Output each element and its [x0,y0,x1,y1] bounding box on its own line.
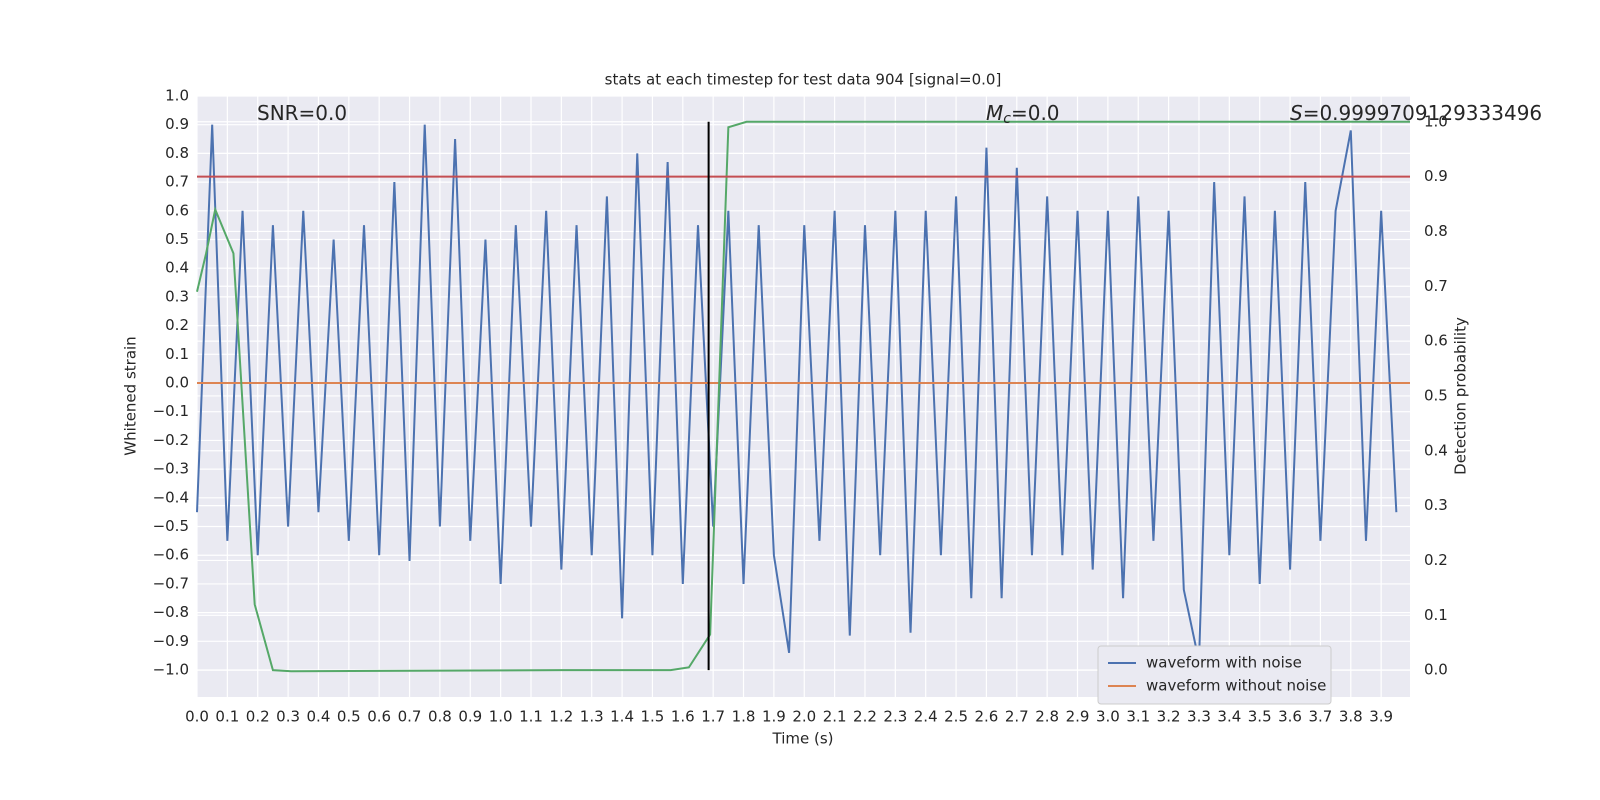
x-tick-label: 2.3 [883,708,907,726]
y-tick-label: 1.0 [165,87,189,105]
y-tick-label: 0.4 [165,259,189,277]
y-tick-label: 0.5 [165,230,189,248]
y-tick-label: −0.4 [153,488,189,506]
x-tick-label: 0.6 [367,708,391,726]
y-tick-label: −0.1 [153,402,189,420]
series-line [196,120,1410,673]
y2-tick-label: 0.3 [1424,496,1448,514]
x-tick-label: 3.0 [1096,708,1120,726]
x-tick-label: 1.8 [732,708,756,726]
y2-tick-label: 0.7 [1424,277,1448,295]
x-tick-label: 0.4 [307,708,331,726]
x-tick-label: 1.9 [762,708,786,726]
x-axis-label: Time (s) [772,730,834,748]
legend-box [1097,645,1332,705]
x-tick-label: 1.5 [641,708,665,726]
y-tick-label: −0.7 [153,574,189,592]
x-tick-label: 0.1 [215,708,239,726]
x-tick-label: 3.4 [1217,708,1241,726]
annotation: SNR=0.0 [257,101,347,125]
y2-tick-label: 0.9 [1424,167,1448,185]
x-tick-label: 3.6 [1278,708,1302,726]
x-tick-label: 2.2 [853,708,877,726]
annotation-subscript: c [1003,111,1011,127]
y2-axis-label: Detection probability [1452,317,1470,475]
legend-label: waveform with noise [1146,654,1302,672]
legend-label: waveform without noise [1146,677,1326,695]
chart-title: stats at each timestep for test data 904… [605,71,1002,89]
x-tick-label: 2.8 [1035,708,1059,726]
x-tick-label: 2.0 [792,708,816,726]
x-tick-label: 0.5 [337,708,361,726]
x-tick-label: 1.4 [610,708,634,726]
x-tick-label: 2.7 [1005,708,1029,726]
x-tick-label: 2.4 [914,708,938,726]
y-tick-label: −0.2 [153,431,189,449]
x-tick-label: 3.5 [1248,708,1272,726]
x-tick-label: 2.6 [975,708,999,726]
x-tick-label: 1.6 [671,708,695,726]
x-tick-label: 3.8 [1339,708,1363,726]
x-tick-label: 1.0 [489,708,513,726]
y2-tick-label: 0.6 [1424,332,1448,350]
y-tick-label: 0.6 [165,201,189,219]
x-tick-label: 1.3 [580,708,604,726]
annotation: S=0.9999709129333496 [1290,101,1542,125]
y-tick-label: 0.8 [165,144,189,162]
x-tick-label: 2.5 [944,708,968,726]
y2-tick-label: 0.1 [1424,606,1448,624]
y2-tick-label: 0.4 [1424,441,1448,459]
y-tick-label: −0.9 [153,632,189,650]
y-tick-label: 0.7 [165,173,189,191]
y-axis-label: Whitened strain [122,336,140,455]
x-tick-label: 2.9 [1066,708,1090,726]
x-tick-label: 0.8 [428,708,452,726]
y-tick-label: −0.5 [153,517,189,535]
annotation-symbol: M [986,101,1003,125]
annotation-text: SNR=0.0 [257,101,347,125]
y-tick-label: −0.6 [153,546,189,564]
y-tick-label: 0.2 [165,316,189,334]
x-tick-label: 3.9 [1369,708,1393,726]
y2-tick-label: 0.5 [1424,386,1448,404]
x-tick-label: 1.1 [519,708,543,726]
y2-tick-label: 1.0 [1424,112,1448,130]
y-tick-label: −0.8 [153,603,189,621]
annotation-symbol: S [1290,101,1303,125]
x-tick-label: 1.7 [701,708,725,726]
x-tick-label: 3.7 [1308,708,1332,726]
y-tick-label: 0.3 [165,287,189,305]
y-tick-label: 0.0 [165,374,189,392]
x-tick-label: 0.3 [276,708,300,726]
annotation-text: =0.9999709129333496 [1303,101,1542,125]
x-tick-label: 0.9 [458,708,482,726]
y-tick-label: 0.9 [165,115,189,133]
annotation: Mc=0.0 [986,101,1060,128]
y-tick-label: −1.0 [153,661,189,679]
x-tick-label: 2.1 [823,708,847,726]
y2-tick-label: 0.0 [1424,661,1448,679]
x-tick-label: 3.3 [1187,708,1211,726]
y2-tick-label: 0.8 [1424,222,1448,240]
x-tick-label: 3.1 [1126,708,1150,726]
x-tick-label: 0.2 [246,708,270,726]
x-tick-label: 1.2 [549,708,573,726]
x-tick-label: 0.0 [185,708,209,726]
y-tick-label: 0.1 [165,345,189,363]
x-tick-label: 0.7 [398,708,422,726]
annotation-text: =0.0 [1011,101,1060,125]
y-tick-label: −0.3 [153,460,189,478]
x-tick-label: 3.2 [1157,708,1181,726]
y2-tick-label: 0.2 [1424,551,1448,569]
